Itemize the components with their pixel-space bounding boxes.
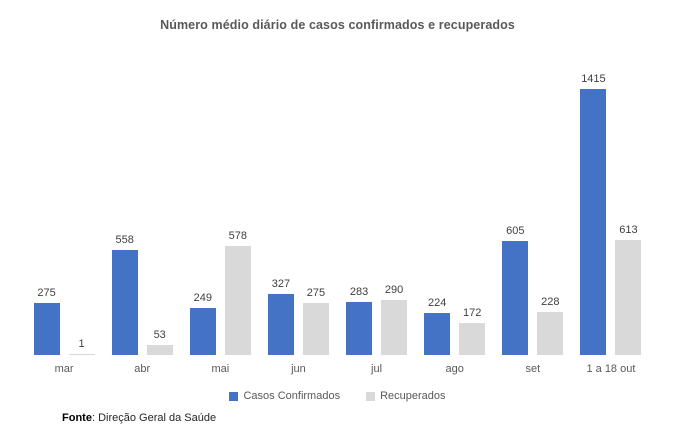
- bar-column: 283: [346, 286, 373, 355]
- bar-pair: 249 578: [181, 55, 259, 355]
- bar-column: 558: [111, 234, 138, 355]
- value-label: 327: [271, 278, 291, 290]
- bar-column: 53: [146, 329, 173, 355]
- bar-casos-confirmados: [502, 241, 529, 355]
- value-label: 290: [384, 284, 404, 296]
- bar-casos-confirmados: [580, 89, 607, 355]
- bar-recuperados: [302, 303, 329, 355]
- category-group: 275 1 mar: [25, 55, 103, 377]
- bar-casos-confirmados: [33, 303, 60, 355]
- legend-item: Casos Confirmados: [229, 390, 340, 402]
- value-label: 558: [115, 234, 134, 246]
- bar-casos-confirmados: [424, 313, 451, 355]
- bar-column: 290: [381, 284, 408, 355]
- bar-column: 605: [502, 225, 529, 355]
- bar-column: 578: [224, 230, 251, 355]
- source-text: : Direção Geral da Saúde: [91, 412, 217, 424]
- category-label: mai: [211, 363, 230, 375]
- value-label: 172: [463, 307, 482, 319]
- category-group: 283 290 jul: [338, 55, 416, 377]
- bar-recuperados: [224, 246, 251, 355]
- category-group: 327 275 jun: [259, 55, 337, 377]
- value-label: 228: [541, 296, 560, 308]
- legend-item: Recuperados: [366, 390, 446, 402]
- category-label: ago: [445, 363, 464, 375]
- bar-pair: 327 275: [259, 55, 337, 355]
- bar-column: 228: [537, 296, 564, 355]
- category-label: abr: [134, 363, 151, 375]
- legend-label: Recuperados: [380, 390, 446, 402]
- value-label: 578: [228, 230, 247, 242]
- bar-recuperados: [615, 240, 642, 355]
- category-label: mar: [54, 363, 74, 375]
- value-label: 613: [619, 224, 638, 236]
- value-label: 1415: [581, 73, 606, 85]
- category-label: 1 a 18 out: [586, 363, 636, 375]
- plot-area: 275 1 mar 558 53 abr 249 578 mai 327 275 jun 283 290 j…: [25, 55, 650, 377]
- bar-pair: 558 53: [103, 55, 181, 355]
- category-label: jul: [371, 363, 383, 375]
- value-label: 605: [506, 225, 525, 237]
- bar-pair: 275 1: [25, 55, 103, 355]
- bar-casos-confirmados: [189, 308, 216, 355]
- category-group: 249 578 mai: [181, 55, 259, 377]
- legend-label: Casos Confirmados: [243, 390, 341, 402]
- bar-column: 275: [33, 287, 60, 355]
- legend: Casos Confirmados Recuperados: [0, 390, 675, 402]
- category-group: 1415 613 1 a 18 out: [572, 55, 650, 377]
- category-group: 605 228 set: [494, 55, 572, 377]
- legend-swatch-icon: [229, 391, 239, 401]
- value-label: 249: [193, 292, 212, 304]
- bar-column: 275: [302, 287, 329, 355]
- bar-recuperados: [146, 345, 173, 355]
- value-label: 224: [428, 297, 447, 309]
- source-label: Fonte: [62, 412, 92, 424]
- bar-pair: 283 290: [338, 55, 416, 355]
- value-label: 1: [78, 338, 85, 350]
- bar-column: 613: [615, 224, 642, 355]
- category-label: set: [525, 363, 541, 375]
- value-label: 283: [349, 286, 369, 298]
- bar-column: 1: [68, 338, 95, 355]
- bar-column: 172: [459, 307, 486, 355]
- value-label: 275: [37, 287, 56, 299]
- bar-recuperados: [381, 300, 408, 355]
- legend-swatch-icon: [366, 391, 376, 401]
- bar-casos-confirmados: [267, 294, 294, 355]
- bar-recuperados: [537, 312, 564, 355]
- bar-pair: 224 172: [416, 55, 494, 355]
- bar-pair: 605 228: [494, 55, 572, 355]
- source-note: Fonte: Direção Geral da Saúde: [62, 412, 216, 424]
- bar-column: 224: [424, 297, 451, 355]
- bar-casos-confirmados: [111, 250, 138, 355]
- chart-title: Número médio diário de casos confirmados…: [160, 18, 515, 32]
- bar-column: 327: [267, 278, 294, 355]
- category-group: 558 53 abr: [103, 55, 181, 377]
- value-label: 275: [306, 287, 326, 299]
- value-label: 53: [153, 329, 166, 341]
- category-group: 224 172 ago: [416, 55, 494, 377]
- bar-recuperados: [68, 354, 95, 355]
- category-label: jun: [291, 363, 306, 375]
- bar-casos-confirmados: [346, 302, 373, 355]
- bar-pair: 1415 613: [572, 55, 650, 355]
- bar-column: 1415: [580, 73, 607, 355]
- bar-column: 249: [189, 292, 216, 355]
- bar-recuperados: [459, 323, 486, 355]
